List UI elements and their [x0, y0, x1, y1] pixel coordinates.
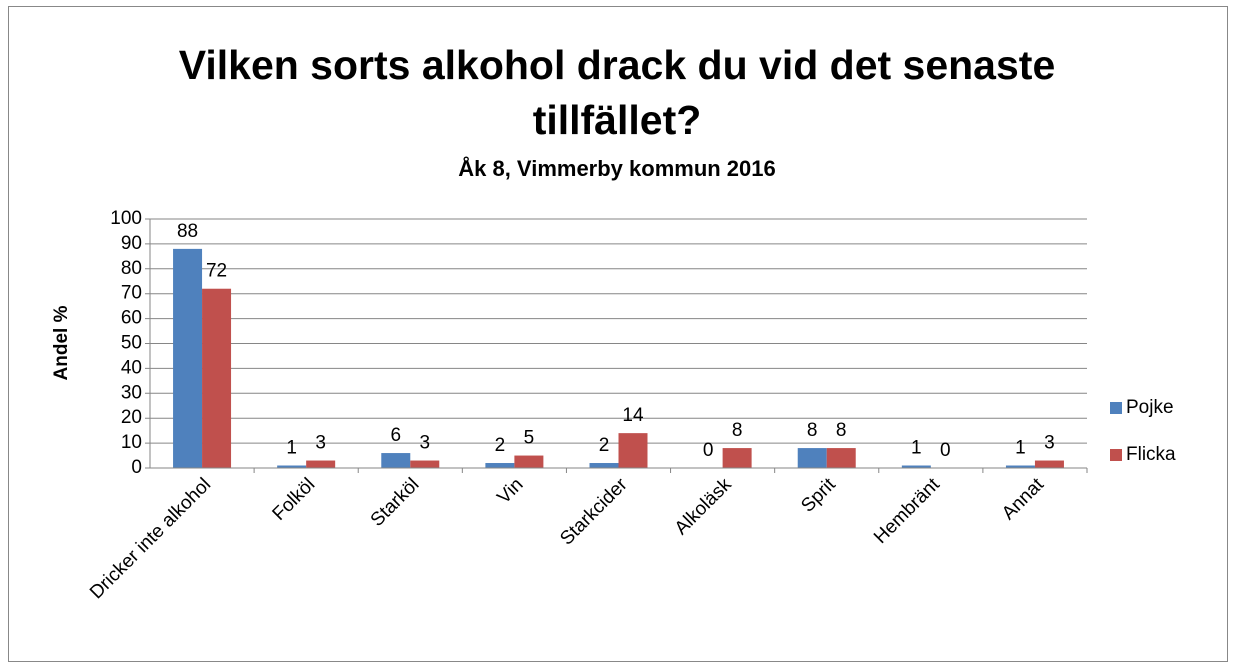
chart-title: Vilken sorts alkohol drack du vid det se…	[178, 42, 1056, 143]
legend-swatch	[1110, 449, 1122, 461]
x-tick-label: Starköl	[367, 474, 424, 531]
y-tick-label: 80	[121, 258, 142, 279]
y-tick-label: 30	[121, 382, 142, 403]
data-label: 1	[286, 438, 297, 459]
data-label: 8	[732, 420, 743, 441]
bar	[618, 433, 648, 468]
data-label: 1	[911, 438, 922, 459]
bar	[277, 465, 307, 468]
data-label: 1	[1015, 438, 1026, 459]
data-label: 0	[940, 440, 951, 461]
bar	[901, 465, 931, 468]
data-label: 2	[495, 435, 506, 456]
data-label: 2	[599, 435, 610, 456]
data-label: 3	[1044, 433, 1055, 454]
bar	[797, 448, 827, 468]
data-label: 88	[177, 221, 198, 242]
y-tick-label: 50	[121, 333, 142, 354]
x-tick-label: Folköl	[269, 474, 320, 525]
y-tick-label: 0	[131, 457, 142, 478]
bar	[514, 455, 544, 468]
y-tick-label: 20	[121, 407, 142, 428]
y-axis-label: Andel %	[51, 305, 72, 380]
y-tick-label: 60	[121, 308, 142, 329]
y-tick-label: 70	[121, 283, 142, 304]
bar	[826, 448, 856, 468]
chart-frame	[8, 6, 1228, 662]
data-label: 8	[836, 420, 847, 441]
data-label: 6	[390, 425, 401, 446]
x-tick-label: Vin	[493, 474, 527, 508]
data-label: 5	[524, 428, 535, 449]
legend-swatch	[1110, 402, 1122, 414]
data-label: 72	[206, 261, 227, 282]
data-label: 3	[315, 433, 326, 454]
bar	[306, 460, 336, 468]
x-tick-label: Dricker inte alkohol	[86, 474, 215, 603]
y-tick-label: 100	[110, 208, 142, 229]
bar	[589, 463, 619, 468]
bar	[173, 248, 203, 468]
bar	[1005, 465, 1035, 468]
y-tick-label: 10	[121, 432, 142, 453]
bar	[202, 288, 232, 468]
data-label: 8	[807, 420, 818, 441]
bar	[381, 453, 411, 468]
bar	[1034, 460, 1064, 468]
legend-label: Flicka	[1126, 444, 1176, 465]
data-label: 14	[622, 405, 644, 426]
x-tick-label: Annat	[998, 474, 1048, 524]
bar	[722, 448, 752, 468]
data-label: 0	[703, 440, 714, 461]
x-tick-label: Hembränt	[870, 474, 944, 548]
bar	[485, 463, 515, 468]
bar	[410, 460, 440, 468]
x-tick-label: Alkoläsk	[671, 474, 736, 539]
legend-label: Pojke	[1126, 397, 1174, 418]
y-tick-label: 40	[121, 357, 142, 378]
y-tick-label: 90	[121, 233, 142, 254]
x-tick-label: Starkcider	[556, 474, 632, 550]
data-label: 3	[419, 433, 430, 454]
x-tick-label: Sprit	[797, 474, 840, 517]
chart-subtitle: Åk 8, Vimmerby kommun 2016	[458, 156, 776, 181]
